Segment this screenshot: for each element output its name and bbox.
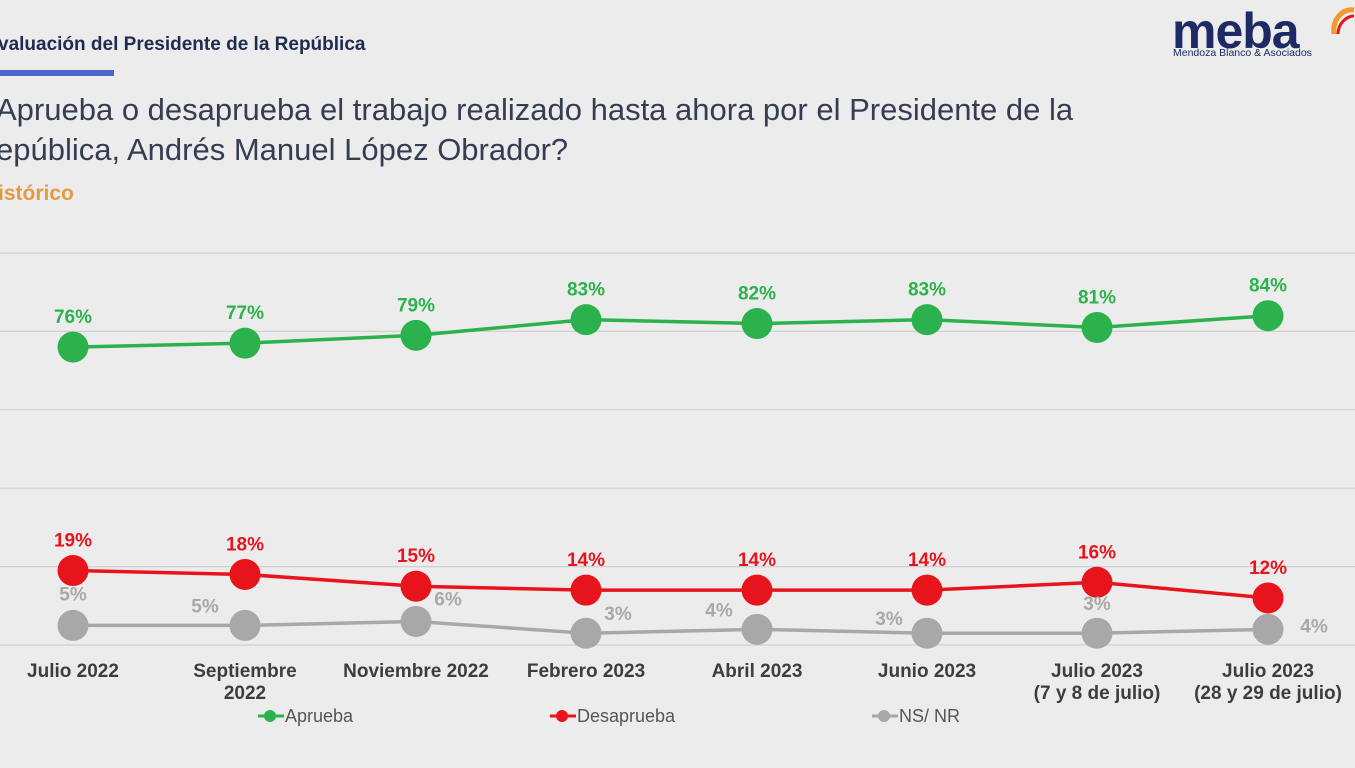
data-label: 3% [604, 604, 632, 625]
data-point [741, 574, 773, 606]
data-label: 19% [54, 531, 92, 552]
data-point [1081, 566, 1113, 598]
section-title: valuación del Presidente de la República [0, 34, 366, 55]
data-point [570, 574, 602, 606]
data-label: 15% [397, 546, 435, 567]
series-line-aprueba [72, 313, 1269, 349]
series-line-ns-nr [73, 619, 1269, 635]
x-tick-label: Septiembre [193, 661, 296, 682]
data-label: 4% [705, 600, 733, 621]
data-label: 81% [1078, 287, 1116, 308]
data-point [570, 304, 602, 336]
data-point [57, 609, 89, 641]
data-point [1081, 617, 1113, 649]
x-tick-label: (28 y 29 de julio) [1194, 683, 1342, 704]
data-label: 76% [54, 307, 92, 328]
meba-logo: meba Mendoza Blanco & Asociados [1170, 2, 1355, 64]
data-label: 83% [567, 280, 605, 301]
data-point [1252, 582, 1284, 614]
x-tick-label: (7 y 8 de julio) [1034, 683, 1161, 704]
subtitle: istórico [0, 182, 74, 205]
question-text: Aprueba o desaprueba el trabajo realizad… [0, 90, 1246, 170]
data-label: 14% [738, 550, 776, 571]
data-point [57, 555, 89, 587]
x-tick-label: Julio 2023 [1222, 661, 1314, 682]
data-label: 3% [875, 609, 903, 630]
legend-label: Desaprueba [577, 706, 676, 726]
data-point [911, 617, 943, 649]
data-point [1081, 311, 1113, 343]
data-point [400, 605, 432, 637]
data-point [400, 319, 432, 351]
x-tick-label: Julio 2022 [27, 661, 119, 682]
question-line-2: epública, Andrés Manuel López Obrador? [0, 132, 569, 167]
logo-swirl-icon [1331, 7, 1355, 35]
data-label: 12% [1249, 558, 1287, 579]
data-label: 3% [1083, 594, 1111, 615]
data-label: 14% [908, 550, 946, 571]
data-label: 6% [434, 589, 462, 610]
data-label: 4% [1300, 616, 1328, 637]
section-underline [0, 70, 114, 76]
data-point [570, 617, 602, 649]
data-point [229, 609, 261, 641]
data-point [57, 331, 89, 363]
data-point [911, 574, 943, 606]
data-point [229, 558, 261, 590]
data-point [741, 613, 773, 645]
legend-marker [878, 710, 890, 722]
data-label: 84% [1249, 276, 1287, 297]
x-tick-label: Noviembre 2022 [343, 661, 489, 682]
data-point [911, 304, 943, 336]
x-tick-label: Febrero 2023 [527, 661, 645, 682]
data-label: 5% [191, 596, 219, 617]
question-line-1: Aprueba o desaprueba el trabajo realizad… [0, 92, 1074, 127]
data-label: 79% [397, 295, 435, 316]
approval-line-chart: 76% 77% 79% 83% 82% 83% 81% 84% 19% 18% 15% 14% 14% 1… [0, 252, 1355, 726]
legend-marker [264, 710, 276, 722]
x-tick-label: 2022 [224, 683, 266, 704]
data-label: 5% [59, 584, 87, 605]
logo-word: meba [1172, 3, 1300, 59]
data-label: 83% [908, 280, 946, 301]
x-tick-label: Julio 2023 [1051, 661, 1143, 682]
x-tick-label: Abril 2023 [712, 661, 803, 682]
data-label: 16% [1078, 542, 1116, 563]
data-point [400, 570, 432, 602]
data-point [229, 327, 261, 359]
data-label: 77% [226, 303, 264, 324]
x-tick-label: Junio 2023 [878, 661, 976, 682]
data-label: 82% [738, 284, 776, 305]
data-point [1252, 300, 1284, 332]
legend-label: NS/ NR [899, 706, 960, 726]
legend-label: Aprueba [285, 706, 354, 726]
legend-marker [556, 710, 568, 722]
data-point [1252, 613, 1284, 645]
data-label: 18% [226, 534, 264, 555]
data-label: 14% [567, 550, 605, 571]
data-point [741, 308, 773, 340]
series-line-desaprueba [72, 568, 1269, 600]
logo-tagline: Mendoza Blanco & Asociados [1173, 47, 1312, 59]
